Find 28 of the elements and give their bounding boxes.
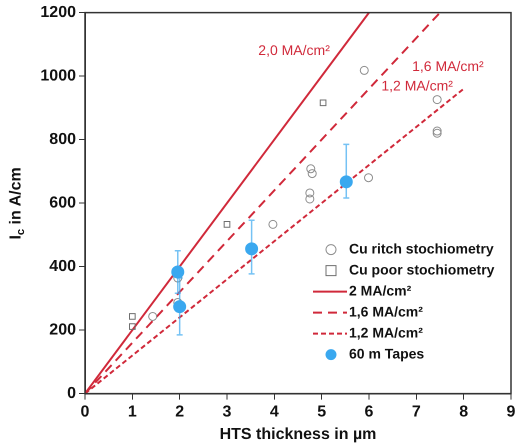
- legend-label: Cu poor stochiometry: [349, 261, 495, 278]
- x-tick-label: 6: [364, 404, 374, 421]
- annotation: 2,0 MA/cm²: [258, 42, 330, 58]
- legend-label: 1,2 MA/cm²: [349, 324, 424, 340]
- x-tick-label: 2: [175, 404, 184, 421]
- annotation: 1,2 MA/cm²: [381, 77, 454, 94]
- x-tick-label: 9: [506, 404, 516, 421]
- y-axis-title: Ic in A/cm: [7, 167, 27, 240]
- y-tick-label: 0: [67, 385, 76, 402]
- legend-label: 1,6 MA/cm²: [349, 303, 424, 320]
- x-tick-label: 1: [128, 404, 137, 421]
- y-tick-label: 1200: [40, 4, 76, 22]
- x-tick-label: 5: [317, 404, 326, 421]
- y-tick-label: 400: [49, 258, 76, 276]
- x-tick-label: 4: [270, 404, 279, 421]
- x-tick-label: 7: [412, 404, 421, 421]
- y-tick-label: 1000: [40, 68, 76, 85]
- y-tick-label: 200: [49, 322, 76, 339]
- y-tick-label: 800: [49, 131, 76, 148]
- x-tick-label: 0: [80, 404, 90, 421]
- y-tick-label: 600: [49, 194, 76, 212]
- legend-label: 60 m Tapes: [349, 345, 424, 362]
- x-tick-label: 3: [222, 404, 232, 421]
- x-tick-label: 8: [459, 404, 468, 421]
- legend-label: Cu ritch stochiometry: [349, 240, 494, 256]
- annotation: 1,6 MA/cm²: [412, 58, 484, 74]
- x-axis-title: HTS thickness in µm: [220, 426, 376, 443]
- legend-label: 2 MA/cm²: [349, 282, 412, 298]
